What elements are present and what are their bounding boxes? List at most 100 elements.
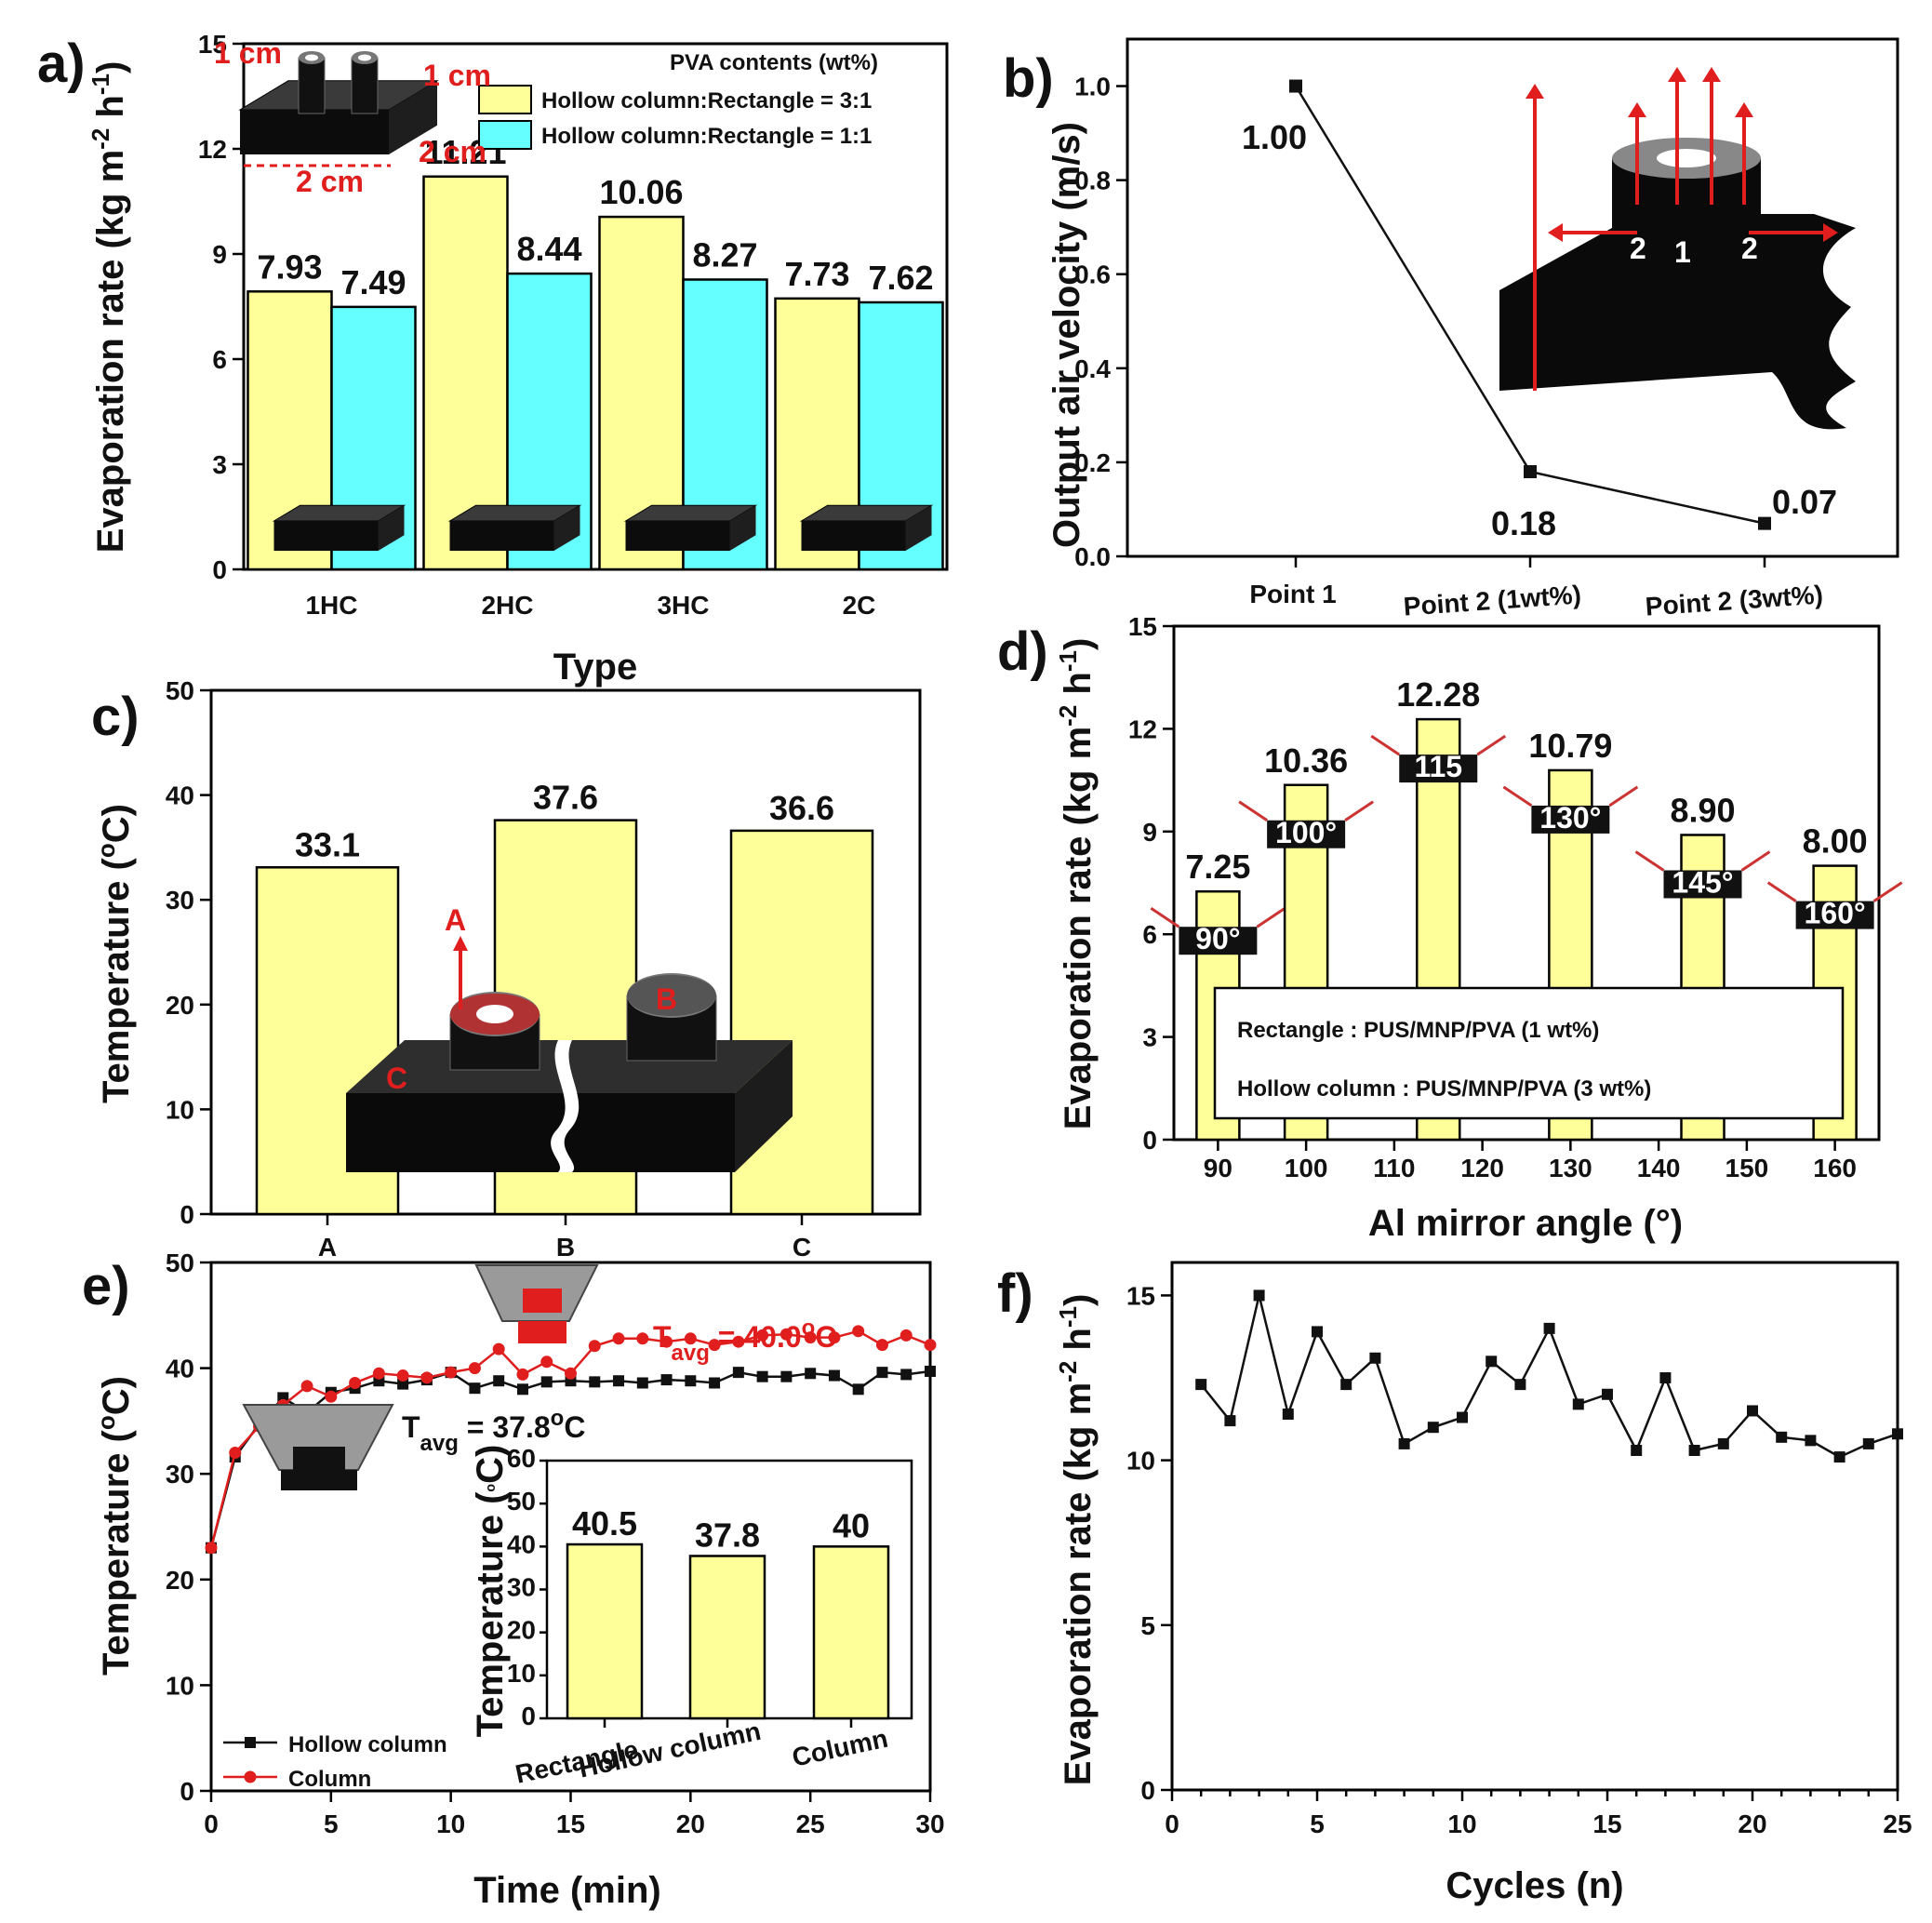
panel-f-xlabel: Cycles (n) <box>1446 1865 1623 1906</box>
panel-e-x-tick-label: 5 <box>324 1809 339 1838</box>
ylabel-part: C) <box>96 1376 137 1415</box>
panel-e-point <box>325 1390 338 1403</box>
panel-a-icon-block-front <box>801 521 906 551</box>
ylabel-part: Evaporation rate (kg m <box>1058 1382 1099 1785</box>
panel-c-inset-arrowhead <box>453 936 468 951</box>
panel-e-point <box>396 1369 409 1382</box>
panel-b-inset-label: 1 <box>1674 235 1691 269</box>
panel-e-point <box>468 1362 481 1375</box>
panel-f-point <box>1572 1398 1584 1410</box>
panel-a-legend-swatch <box>478 85 532 114</box>
panel-d-value-label: 10.79 <box>1528 727 1612 765</box>
panel-b-inset-label: 2 <box>1630 232 1646 265</box>
panel-a-y-tick-label: 3 <box>212 450 227 479</box>
panel-a-dim-width: 2 cm <box>296 165 364 198</box>
panel-a-value-label: 7.49 <box>340 263 406 301</box>
panel-e-point <box>420 1371 433 1384</box>
panel-e-point <box>828 1369 840 1382</box>
panel-b-inset-label: 2 <box>1741 232 1758 265</box>
panel-e-tray-red <box>523 1289 562 1313</box>
panel-c-y-tick-label: 20 <box>166 991 194 1020</box>
panel-d-mirror <box>1476 734 1507 756</box>
panel-e-y-tick-label: 0 <box>180 1777 194 1806</box>
panel-f-point <box>1688 1444 1700 1456</box>
panel-f-point <box>1776 1431 1788 1443</box>
ylabel-part: h <box>90 95 131 128</box>
panel-b-y-tick-label: 1.0 <box>1074 73 1111 101</box>
panel-c-y-tick-label: 40 <box>166 781 194 810</box>
panel-e-y-tick-label: 10 <box>166 1671 194 1700</box>
panel-d-value-label: 12.28 <box>1396 675 1480 714</box>
panel-e-legend-label: Hollow column <box>288 1732 447 1757</box>
panel-f-point <box>1398 1437 1410 1449</box>
panel-b-inset-arrowhead <box>1702 67 1721 82</box>
panel-a-inset-col2-hole <box>358 54 371 61</box>
panel-c-y-tick-label: 0 <box>180 1200 194 1229</box>
panel-a-label: a) <box>37 33 86 94</box>
ylabel-part: Evaporation rate (kg m <box>90 150 131 553</box>
panel-e-inset-value-label: 40.5 <box>572 1504 637 1542</box>
ylabel-part: Temperature ( <box>96 857 137 1102</box>
panel-e-point <box>660 1335 673 1348</box>
panel-f-point <box>1282 1409 1294 1421</box>
panel-d-mirror <box>1344 800 1374 822</box>
panel-c-ylabel: Temperature (oC) <box>92 804 137 1103</box>
panel-d-angle-tag <box>1267 820 1346 848</box>
panel-e-point <box>540 1355 553 1369</box>
panel-f-label: f) <box>997 1263 1033 1324</box>
ylabel-part: h <box>1058 1328 1099 1361</box>
panel-e-tavg-column-part: T <box>653 1320 672 1354</box>
panel-a-x-tick-label: 2C <box>843 591 876 620</box>
panel-d-value-label: 8.90 <box>1670 791 1735 829</box>
panel-f-point <box>1427 1422 1439 1434</box>
panel-b-inset-arrowhead <box>1668 67 1686 82</box>
panel-c-bar <box>729 829 874 1216</box>
panel-d-angle-label: 115 <box>1414 750 1462 783</box>
panel-e-point <box>372 1367 385 1380</box>
panel-d-angle-tag <box>1179 927 1258 955</box>
panel-e-point <box>684 1332 697 1345</box>
panel-f-point <box>1747 1405 1758 1417</box>
panel-f-point <box>1312 1326 1323 1338</box>
panel-a-inset-col1-body <box>298 57 326 114</box>
panel-a-inset-col1-hole <box>305 54 318 61</box>
panel-c-inset-break <box>551 1040 580 1172</box>
panel-c-value-label: 33.1 <box>295 825 360 863</box>
panel-a-legend-swatch <box>478 120 532 150</box>
panel-e-point <box>636 1377 648 1389</box>
panel-c-y-tick-label: 30 <box>166 886 194 915</box>
panel-e-label: e) <box>82 1256 130 1316</box>
ylabel-part: -1 <box>1054 650 1082 672</box>
panel-c-inset-label-b: B <box>656 982 677 1016</box>
panel-d-value-label: 10.36 <box>1264 741 1348 780</box>
panel-a-inset-col2-body <box>351 57 379 114</box>
panel-f-y-tick-label: 5 <box>1140 1611 1155 1640</box>
panel-a-value-label: 7.73 <box>784 255 849 293</box>
panel-d-info-box <box>1213 986 1845 1120</box>
panel-f-point <box>1631 1444 1643 1456</box>
panel-a-value-label: 7.62 <box>868 259 933 297</box>
panel-e-point <box>900 1369 913 1381</box>
panel-d-angle-tag <box>1663 870 1742 899</box>
ylabel-part: ) <box>1058 1294 1099 1306</box>
panel-c-x-tick-label: A <box>318 1233 337 1262</box>
panel-b-value-label: 0.18 <box>1491 504 1556 542</box>
panel-f-point <box>1253 1289 1265 1302</box>
panel-b-x-tick-label: Point 2 (3wt%) <box>1645 580 1824 621</box>
ylabel-part: o <box>484 1484 499 1492</box>
panel-e-x-tick-label: 15 <box>556 1809 585 1838</box>
panel-e-tavg-column-part: avg <box>672 1341 710 1366</box>
panel-f-point <box>1514 1379 1526 1391</box>
panel-e-inset-bar <box>688 1555 766 1720</box>
panel-f-point <box>1224 1415 1236 1427</box>
panel-b-inset-arrowhead <box>1735 102 1753 117</box>
panel-c-inset-front <box>346 1093 735 1172</box>
panel-e-point <box>205 1542 218 1555</box>
panel-b-point <box>1758 516 1771 530</box>
panel-d-angle-tag <box>1795 901 1874 929</box>
panel-c-inset-colB-top <box>627 975 716 1016</box>
panel-a-ylabel: Evaporation rate (kg m-2 h-1) <box>87 61 131 554</box>
panel-f-y-tick-label: 15 <box>1126 1281 1155 1310</box>
panel-b-inset-arrowhead <box>1628 102 1646 117</box>
panel-d-mirror <box>1740 850 1771 872</box>
